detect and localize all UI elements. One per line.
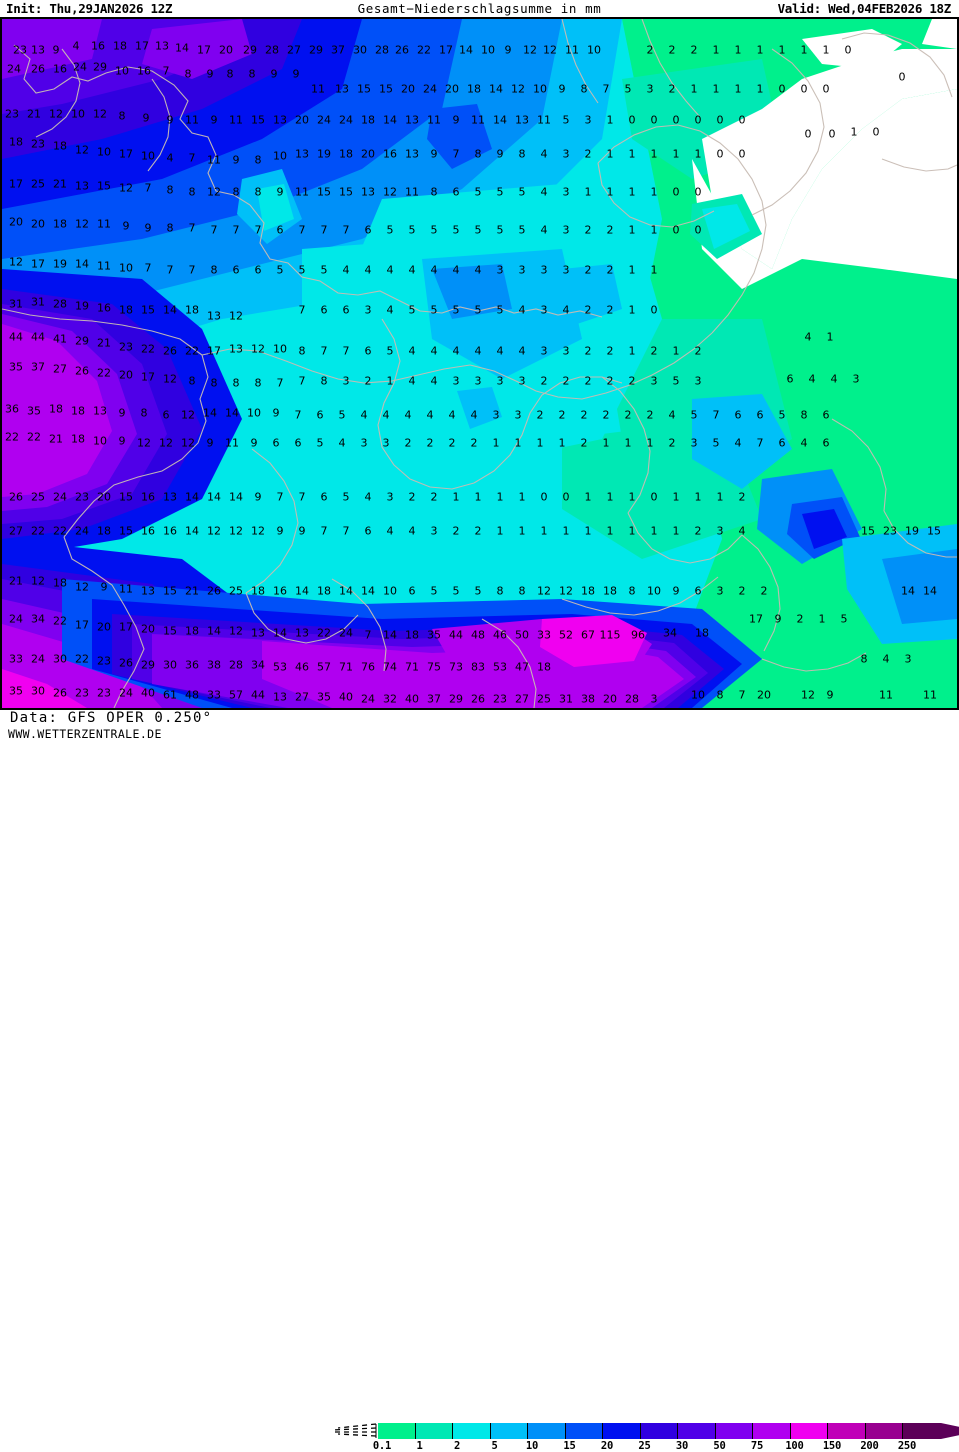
legend-swatch-1[interactable] bbox=[416, 1423, 454, 1439]
legend-swatch-75[interactable] bbox=[753, 1423, 791, 1439]
legend-tick-100: 100 bbox=[785, 1440, 803, 1452]
legend-swatch-150[interactable] bbox=[828, 1423, 866, 1439]
legend-color-bar[interactable] bbox=[378, 1423, 941, 1439]
below-threshold-hatch-icon bbox=[330, 1423, 378, 1439]
init-time-label: Init: Thu,29JAN2026 12Z bbox=[6, 1, 172, 16]
map-footer: Data: GFS OPER 0.250° WWW.WETTERZENTRALE… bbox=[0, 710, 959, 741]
website-label: WWW.WETTERZENTRALE.DE bbox=[8, 727, 162, 741]
legend-swatch-25[interactable] bbox=[641, 1423, 679, 1439]
legend-tick-5: 5 bbox=[491, 1440, 497, 1452]
legend-swatch-15[interactable] bbox=[566, 1423, 604, 1439]
legend-tick-75: 75 bbox=[751, 1440, 763, 1452]
legend-swatch-0.1[interactable] bbox=[378, 1423, 416, 1439]
legend-swatch-30[interactable] bbox=[678, 1423, 716, 1439]
valid-time-label: Valid: Wed,04FEB2026 18Z bbox=[778, 1, 951, 16]
legend-tick-10: 10 bbox=[526, 1440, 538, 1452]
legend-tick-0.1: 0.1 bbox=[373, 1440, 391, 1452]
legend-tick-250: 250 bbox=[898, 1440, 916, 1452]
data-source-label: Data: GFS OPER 0.250° bbox=[10, 710, 212, 726]
legend-swatch-20[interactable] bbox=[603, 1423, 641, 1439]
legend-tick-25: 25 bbox=[638, 1440, 650, 1452]
legend-swatch-50[interactable] bbox=[716, 1423, 754, 1439]
legend-swatch-10[interactable] bbox=[528, 1423, 566, 1439]
legend-swatch-250[interactable] bbox=[903, 1423, 941, 1439]
legend-tick-30: 30 bbox=[676, 1440, 688, 1452]
legend-tick-50: 50 bbox=[713, 1440, 725, 1452]
precipitation-map-page: Init: Thu,29JAN2026 12Z Gesamt−Niedersch… bbox=[0, 0, 959, 741]
page-title: Gesamt−Niederschlagsumme in mm bbox=[358, 1, 602, 16]
legend-tick-2: 2 bbox=[454, 1440, 460, 1452]
precipitation-field bbox=[2, 19, 957, 708]
legend-tick-20: 20 bbox=[601, 1440, 613, 1452]
legend-swatch-2[interactable] bbox=[453, 1423, 491, 1439]
legend-tick-1: 1 bbox=[416, 1440, 422, 1452]
legend-overflow-arrow bbox=[941, 1423, 959, 1439]
legend-swatch-200[interactable] bbox=[866, 1423, 904, 1439]
legend-tick-15: 15 bbox=[563, 1440, 575, 1452]
legend-swatch-100[interactable] bbox=[791, 1423, 829, 1439]
map-header: Init: Thu,29JAN2026 12Z Gesamt−Niedersch… bbox=[0, 0, 959, 17]
legend-tick-200: 200 bbox=[860, 1440, 878, 1452]
legend-swatch-5[interactable] bbox=[491, 1423, 529, 1439]
legend-tick-150: 150 bbox=[823, 1440, 841, 1452]
